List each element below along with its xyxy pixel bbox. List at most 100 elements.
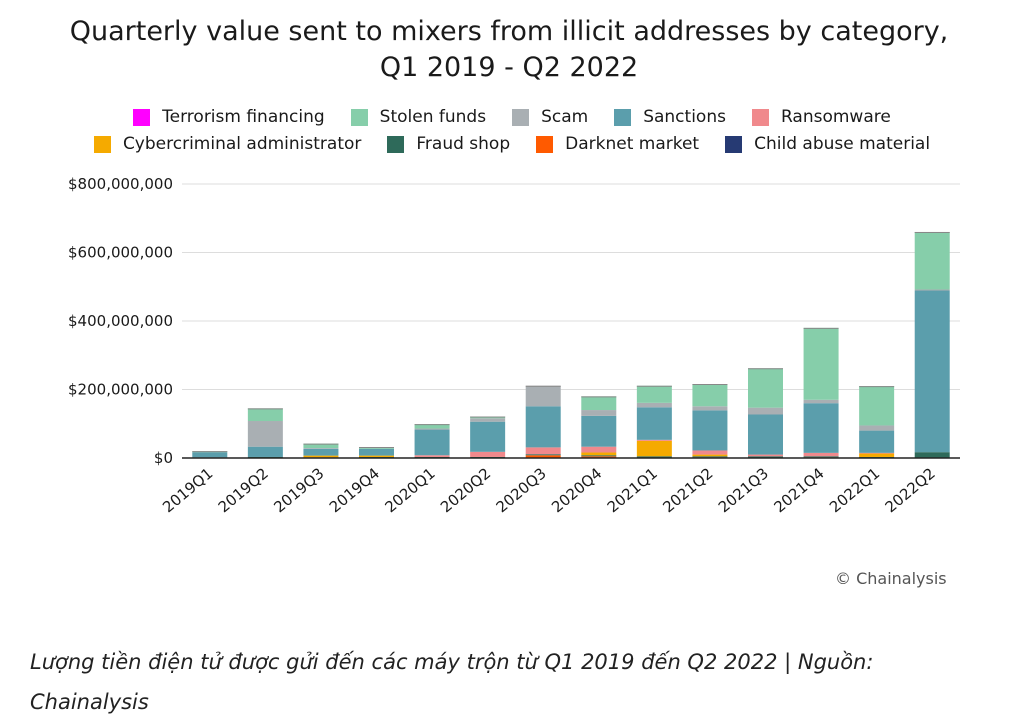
x-tick-label: 2022Q1 — [826, 464, 883, 516]
bar-segment-sanctions — [914, 290, 950, 453]
bar-stack-2019q3 — [303, 443, 339, 458]
chart-title-line-2: Q1 2019 - Q2 2022 — [379, 52, 639, 83]
legend-swatch — [350, 108, 368, 126]
bar-segment-sanctions — [692, 410, 728, 451]
bar-segment-scam — [414, 428, 450, 430]
bar-stack-2021q2 — [692, 384, 728, 458]
bar-stack-2020q3 — [525, 385, 561, 458]
legend-item-child-abuse-material: Child abuse material — [725, 133, 930, 155]
bar-segment-darknet-market — [525, 455, 561, 458]
legend-swatch — [751, 108, 769, 126]
legend-swatch — [387, 135, 405, 153]
legend-item-fraud-shop: Fraud shop — [387, 133, 510, 155]
bar-segment-cybercriminal-administrator — [581, 452, 617, 456]
bar-segment-stolen-funds — [748, 368, 783, 408]
bar-segment-stolen-funds — [692, 384, 728, 407]
bar-segment-scam — [859, 425, 895, 431]
legend-item-darknet-market: Darknet market — [536, 133, 699, 155]
bar-segment-sanctions — [581, 415, 617, 447]
bar-segment-sanctions — [748, 414, 783, 455]
bar-segment-cybercriminal-administrator — [303, 455, 339, 458]
bar-segment-ransomware — [525, 447, 561, 455]
x-tick-label: 2020Q1 — [381, 464, 438, 516]
legend-label: Ransomware — [780, 107, 891, 127]
legend-item-stolen-funds: Stolen funds — [350, 106, 487, 128]
chart-canvas: $0 $200,000,000 $400,000,000 $600,000,000 $8… — [68, 175, 960, 516]
x-tick-label: 2020Q2 — [437, 464, 494, 516]
bar-segment-sanctions — [470, 421, 506, 452]
bar-segment-fraud-shop — [914, 452, 950, 458]
x-tick-label: 2020Q3 — [493, 464, 550, 516]
bar-segment-stolen-funds — [247, 408, 283, 422]
chart-title: Quarterly value sent to mixers from illi… — [0, 14, 1018, 86]
legend-label: Darknet market — [565, 134, 700, 154]
bar-stack-2019q1 — [192, 451, 228, 458]
legend-label: Sanctions — [643, 107, 726, 127]
bar-stack-2020q4 — [581, 396, 617, 458]
bar-segment-stolen-funds — [636, 385, 672, 403]
bar-layer — [192, 231, 950, 458]
bar-stack-2021q1 — [636, 385, 672, 458]
bar-segment-ransomware — [859, 452, 895, 454]
bar-stack-2022q1 — [859, 386, 895, 458]
bar-segment-stolen-funds — [303, 443, 339, 449]
image-caption: Lượng tiền điện tử được gửi đến các máy … — [30, 650, 874, 714]
legend-label: Scam — [541, 107, 589, 127]
bar-segment-sanctions — [303, 448, 339, 456]
chart-title-line-1: Quarterly value sent to mixers from illi… — [69, 16, 949, 47]
bar-stack-2020q2 — [470, 416, 506, 458]
bar-segment-stolen-funds — [581, 396, 617, 411]
legend-label: Cybercriminal administrator — [122, 134, 362, 154]
bar-segment-cybercriminal-administrator — [859, 453, 895, 457]
source-credit: © Chainalysis — [835, 569, 947, 588]
bar-segment-scam — [247, 421, 283, 447]
bar-segment-stolen-funds — [914, 231, 950, 290]
bar-segment-ransomware — [581, 446, 617, 453]
legend-swatch — [512, 108, 530, 126]
x-tick-label: 2019Q4 — [326, 464, 383, 516]
x-tick-label: 2021Q4 — [770, 464, 827, 516]
bar-segment-fraud-shop — [748, 456, 783, 458]
legend-swatch — [536, 135, 554, 153]
bar-stack-2019q4 — [359, 447, 394, 458]
bar-stack-2021q4 — [803, 327, 839, 458]
bar-segment-scam — [525, 385, 561, 407]
legend-row-1: Terrorism financing Stolen funds Scam Sanct… — [0, 106, 1024, 128]
bar-segment-ransomware — [636, 439, 672, 441]
legend-item-sanctions: Sanctions — [614, 106, 726, 128]
bar-segment-fraud-shop — [581, 455, 617, 457]
bar-segment-fraud-shop — [525, 454, 561, 456]
bar-segment-ransomware — [414, 455, 450, 457]
x-tick-label: 2022Q2 — [882, 464, 939, 516]
bar-segment-sanctions — [247, 446, 283, 457]
bar-segment-darknet-market — [581, 456, 617, 458]
bar-segment-scam — [303, 448, 339, 449]
x-tick-label: 2019Q3 — [270, 464, 327, 516]
legend-label: Stolen funds — [379, 107, 487, 127]
x-tick-label: 2020Q4 — [548, 464, 605, 516]
bar-segment-sanctions — [359, 448, 394, 456]
legend-swatch — [725, 135, 743, 153]
grid-layer — [182, 183, 960, 390]
x-tick-label: 2019Q2 — [215, 464, 272, 516]
bar-segment-sanctions — [414, 429, 450, 456]
legend-swatch — [614, 108, 632, 126]
bar-segment-sanctions — [859, 430, 895, 453]
bar-segment-sanctions — [636, 407, 672, 440]
legend-label: Terrorism financing — [162, 107, 325, 127]
x-tick-label: 2021Q3 — [715, 464, 772, 516]
bar-segment-scam — [803, 399, 839, 404]
bar-segment-cybercriminal-administrator — [359, 455, 394, 457]
bar-segment-stolen-funds — [414, 424, 450, 429]
legend-item-cybercriminal-administrator: Cybercriminal administrator — [93, 133, 362, 155]
y-tick-label: $400,000,000 — [68, 312, 173, 330]
bar-segment-ransomware — [748, 454, 783, 457]
bar-segment-cybercriminal-administrator — [692, 454, 728, 457]
bar-segment-scam — [636, 402, 672, 408]
bar-stack-2021q3 — [748, 368, 783, 458]
bar-segment-scam — [581, 410, 617, 416]
x-tick-label: 2021Q2 — [659, 464, 716, 516]
bar-segment-fraud-shop — [803, 456, 839, 458]
legend-item-scam: Scam — [512, 106, 588, 128]
bar-segment-fraud-shop — [692, 456, 728, 458]
